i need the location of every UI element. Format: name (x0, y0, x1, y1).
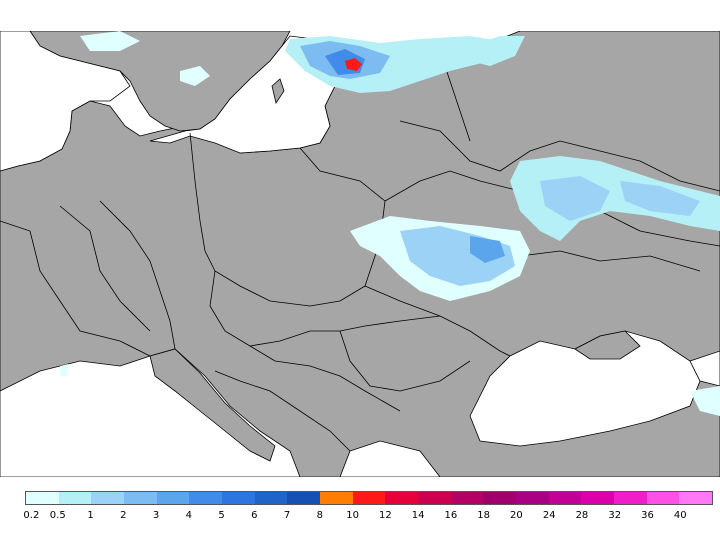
legend-swatch (156, 492, 190, 504)
legend-swatch (418, 492, 451, 504)
legend-label: 5 (218, 510, 225, 521)
precipitation-legend-bar (25, 491, 713, 505)
legend-label: 7 (283, 510, 291, 521)
country-borders (0, 50, 720, 452)
legend-swatch (26, 492, 59, 504)
legend-swatch (254, 492, 288, 504)
legend-label: 18 (477, 510, 491, 521)
legend-swatch (124, 492, 157, 504)
legend-label: 10 (346, 510, 359, 521)
legend-swatch (483, 492, 517, 504)
legend-swatch (91, 492, 125, 504)
legend-swatch (581, 492, 615, 504)
legend-swatch (516, 492, 549, 504)
legend-swatch (287, 492, 321, 504)
land-gotland (271, 78, 285, 104)
legend-label: 8 (316, 510, 324, 521)
legend-swatch (189, 492, 223, 504)
legend-label: 0.2 (23, 510, 40, 521)
legend-swatch (614, 492, 647, 504)
legend-label: 12 (379, 510, 392, 521)
legend-label: 16 (444, 510, 458, 521)
sea-north (0, 31, 131, 172)
legend-swatch (320, 492, 353, 504)
legend-swatch (385, 492, 419, 504)
precipitation-legend-labels: 0.2 0.5 1 2 3 4 5 6 7 8 10 12 14 16 18 20 24 28 32 36 40 (23, 510, 713, 524)
legend-label: 20 (510, 510, 523, 521)
sea-mediterranean (0, 348, 301, 477)
precipitation-map (0, 31, 720, 477)
legend-label: 14 (411, 510, 425, 521)
sea-azov (689, 350, 720, 387)
legend-swatch (58, 492, 92, 504)
land-crimea (574, 330, 641, 360)
precipitation-areas (60, 31, 720, 416)
legend-swatch (548, 492, 582, 504)
legend-label: 3 (152, 510, 160, 521)
legend-label: 4 (185, 510, 192, 521)
legend-label: 32 (608, 510, 622, 521)
legend-label: 2 (120, 510, 127, 521)
legend-label: 36 (641, 510, 654, 521)
legend-label: 6 (251, 510, 258, 521)
sea-aegean (339, 440, 441, 477)
legend-swatch (222, 492, 255, 504)
legend-swatch (450, 492, 484, 504)
legend-label: 40 (673, 510, 687, 521)
legend-swatch (352, 492, 386, 504)
land-italy (149, 348, 276, 462)
legend-swatch (646, 492, 680, 504)
legend-label: 24 (542, 510, 556, 521)
legend-swatch (679, 492, 713, 504)
legend-label: 0.5 (49, 510, 66, 521)
legend-label: 28 (575, 510, 589, 521)
legend-label: 1 (87, 510, 94, 521)
